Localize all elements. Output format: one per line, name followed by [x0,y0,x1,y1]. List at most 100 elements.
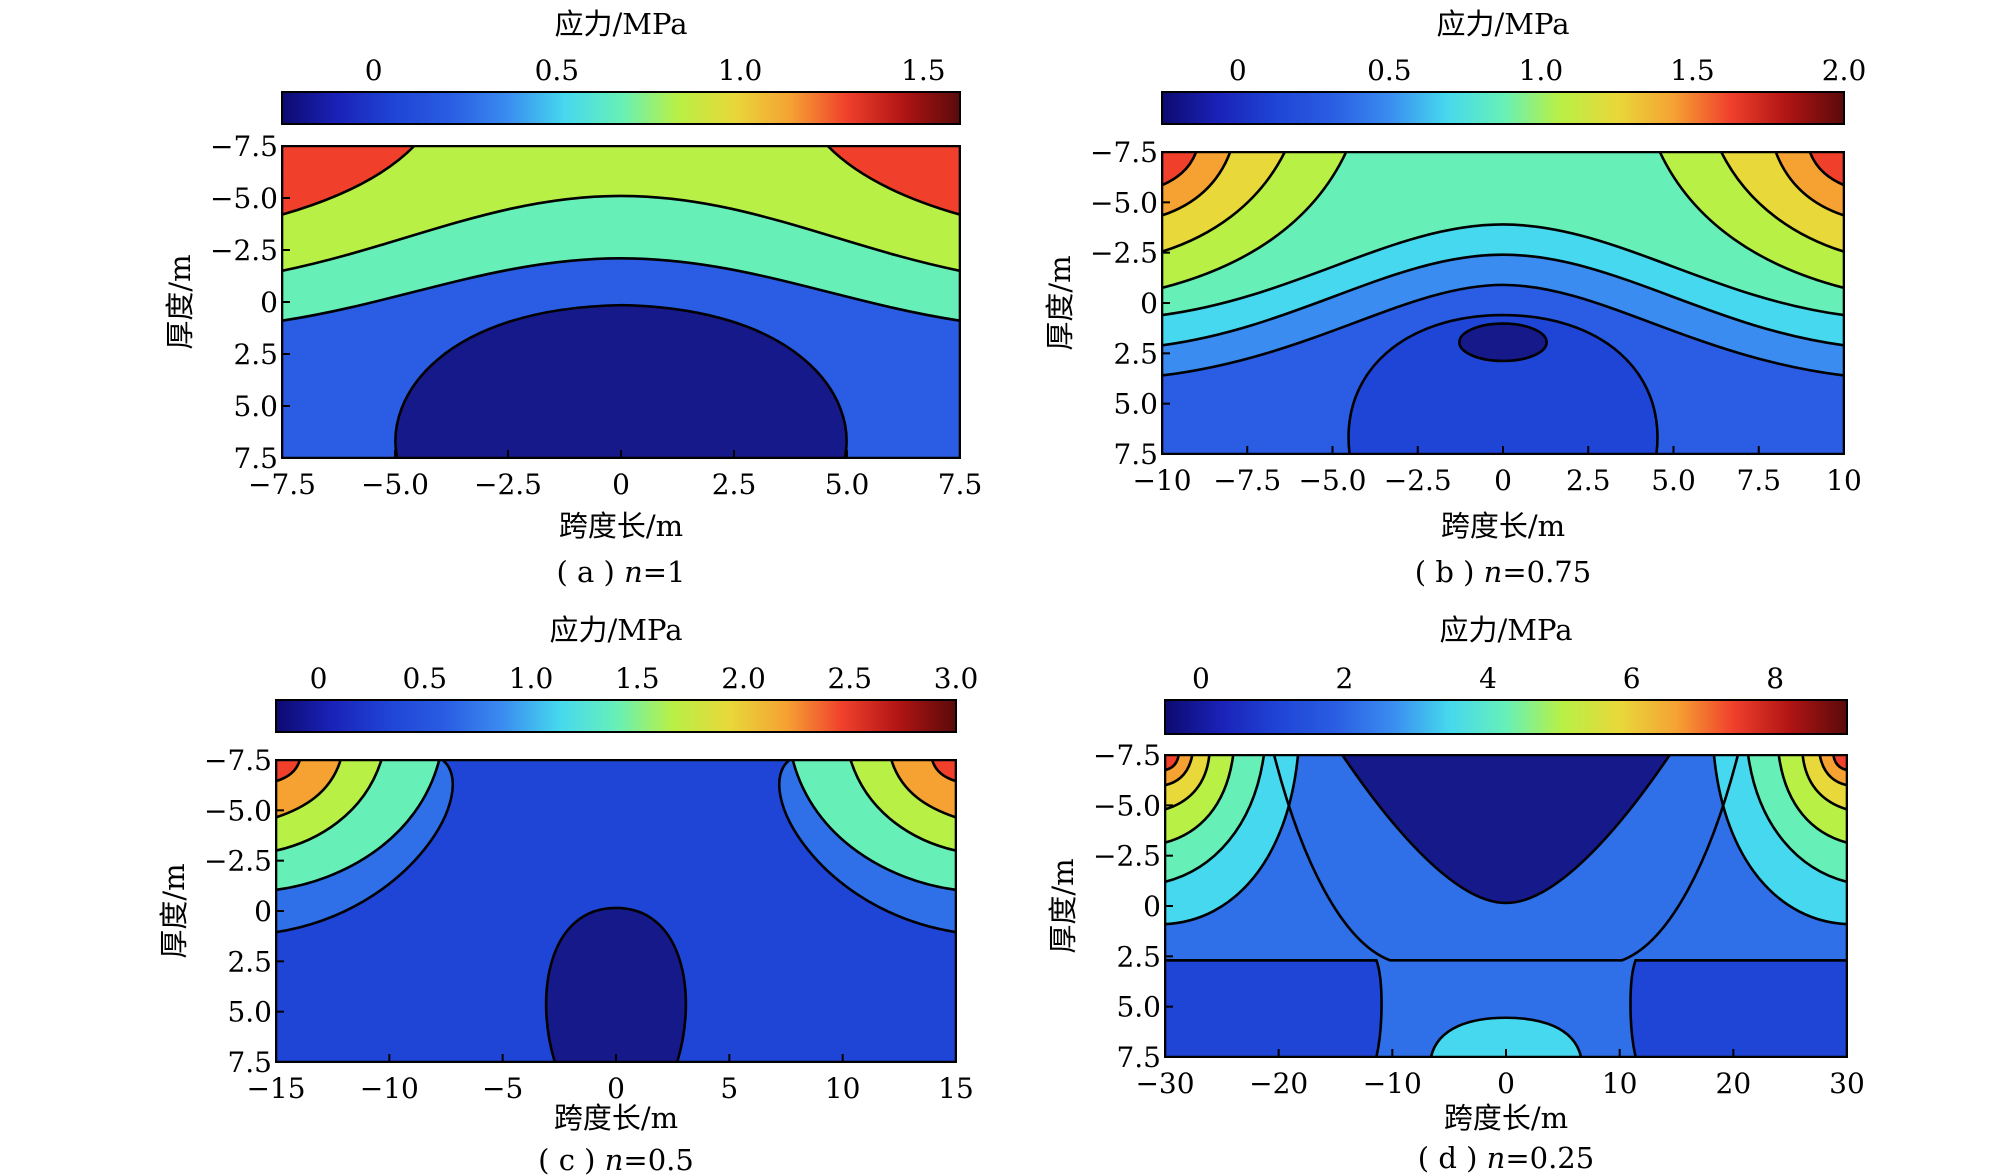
panel-caption: ( b ) n=0.75 [1415,555,1591,589]
colorbar-label: 应力/MPa [550,613,683,647]
x-tick-label: 7.5 [938,468,983,501]
colorbar [1164,699,1848,735]
colorbar-label: 应力/MPa [1437,7,1570,41]
x-tick-label: 0 [612,468,630,501]
colorbar-tick-label: 2.0 [1822,54,1867,87]
panel-a: 0 0.5 1.0 1.5应力/MPa−7.5 −5.0 −2.5 0 2.5 5.0 7.5−7… [163,7,982,589]
x-tick-label: 10 [1826,464,1862,497]
x-tick-label: 5 [720,1072,738,1105]
y-tick-label: 5.0 [1116,991,1161,1024]
colorbar-tick-label: 1.0 [509,662,554,695]
x-tick-label: 2.5 [712,468,757,501]
contour-plot [1162,152,1844,454]
y-tick-label: −7.5 [1090,136,1158,169]
x-tick-label: 0 [607,1072,625,1105]
colorbar-tick-label: 4 [1479,662,1497,695]
x-tick-label: −5.0 [1299,464,1367,497]
y-tick-label: 5.0 [233,390,278,423]
x-tick-label: −7.5 [1213,464,1281,497]
panel-b: 0 0.5 1.0 1.5 2.0 应力/MPa −10 −7.5 −5.0 −2.5 0 2.5 5.… [1043,7,1866,589]
contour-region [1162,152,1844,252]
y-tick-label: 5.0 [227,996,272,1029]
colorbar-tick-label: 3.0 [934,662,979,695]
y-tick-label: 7.5 [227,1046,272,1079]
x-tick-label: −5.0 [361,468,429,501]
contour-region [282,146,960,215]
y-axis-label: 厚度/m [1043,255,1077,350]
x-tick-label: −10 [360,1072,419,1105]
y-tick-label: 2.5 [227,945,272,978]
colorbar [275,699,957,733]
colorbar [281,91,961,125]
y-tick-label: −5.0 [1090,186,1158,219]
colorbar-tick-label: 0.5 [1367,54,1412,87]
y-axis-label: 厚度/m [163,254,197,349]
panel-d: 0 2 4 6 8 应力/MPa −30 −20 −10 0 10 20 30 −7.5 −5.0 −2.5 0… [1046,613,1865,1175]
panel-caption: ( d ) n=0.25 [1418,1141,1594,1175]
x-tick-label: −10 [1132,464,1191,497]
colorbar-tick-label: 0 [1192,662,1210,695]
contour-region [546,908,686,1062]
colorbar-tick-label: 0 [1229,54,1247,87]
x-tick-label: 20 [1716,1067,1752,1100]
colorbar-tick-label: 1.5 [615,662,660,695]
contour-region [395,305,846,458]
y-tick-label: 2.5 [1116,940,1161,973]
y-tick-label: 0 [1143,890,1161,923]
x-tick-label: −10 [1363,1067,1422,1100]
y-tick-label: 2.5 [233,338,278,371]
x-tick-label: −7.5 [248,468,316,501]
contour-region [1165,755,1847,809]
y-tick-label: −5.0 [204,794,272,827]
y-tick-label: −5.0 [210,182,278,215]
panel-caption: ( c ) n=0.5 [538,1143,694,1175]
colorbar-tick-label: 1.0 [1519,54,1564,87]
colorbar-tick-label: 0.5 [402,662,447,695]
y-tick-label: 7.5 [1113,438,1158,471]
y-axis-label: 厚度/m [1046,858,1080,953]
x-tick-label: 10 [1602,1067,1638,1100]
y-tick-label: 0 [254,895,272,928]
colorbar-tick-label: 2.5 [827,662,872,695]
y-tick-label: −2.5 [1093,840,1161,873]
panel-c: 0 0.5 1.0 1.5 2.0 2.5 3.0 应力/MPa −15 −10 −5 0 5 10 15 −… [157,613,978,1175]
x-tick-label: −2.5 [1384,464,1452,497]
contour-region [1162,152,1844,315]
x-tick-label: −20 [1249,1067,1308,1100]
y-tick-label: 7.5 [233,442,278,475]
x-tick-label: 30 [1829,1067,1865,1100]
contour-region [1165,755,1847,882]
x-tick-label: 2.5 [1566,464,1611,497]
contour-region [1459,324,1546,361]
colorbar-tick-label: 0 [310,662,328,695]
colorbar-tick-label: 1.5 [1670,54,1715,87]
x-tick-label: 15 [938,1072,974,1105]
y-tick-label: 2.5 [1113,337,1158,370]
y-tick-label: −2.5 [1090,237,1158,270]
contour-region [282,146,960,271]
contour-plot [1165,755,1847,1057]
x-tick-label: −15 [246,1072,305,1105]
colorbar-tick-label: 0.5 [535,54,580,87]
y-tick-label: −2.5 [204,845,272,878]
contour-region [276,760,956,817]
y-tick-label: 7.5 [1116,1041,1161,1074]
contour-plot [276,760,956,1062]
y-axis-label: 厚度/m [157,863,191,958]
colorbar-tick-label: 2.0 [721,662,766,695]
colorbar-tick-label: 1.5 [901,54,946,87]
y-tick-label: −7.5 [204,744,272,777]
y-tick-label: −7.5 [1093,739,1161,772]
x-tick-label: −2.5 [474,468,542,501]
contour-region [1342,755,1669,903]
x-axis-label: 跨度长/m [1441,509,1565,543]
x-tick-label: 10 [825,1072,861,1105]
y-tick-label: 0 [1140,287,1158,320]
contour-region [276,760,956,851]
contour-plot [282,146,960,458]
colorbar-tick-label: 0 [365,54,383,87]
colorbar-label: 应力/MPa [555,7,688,41]
colorbar [1161,91,1845,125]
x-axis-label: 跨度长/m [1444,1101,1568,1135]
